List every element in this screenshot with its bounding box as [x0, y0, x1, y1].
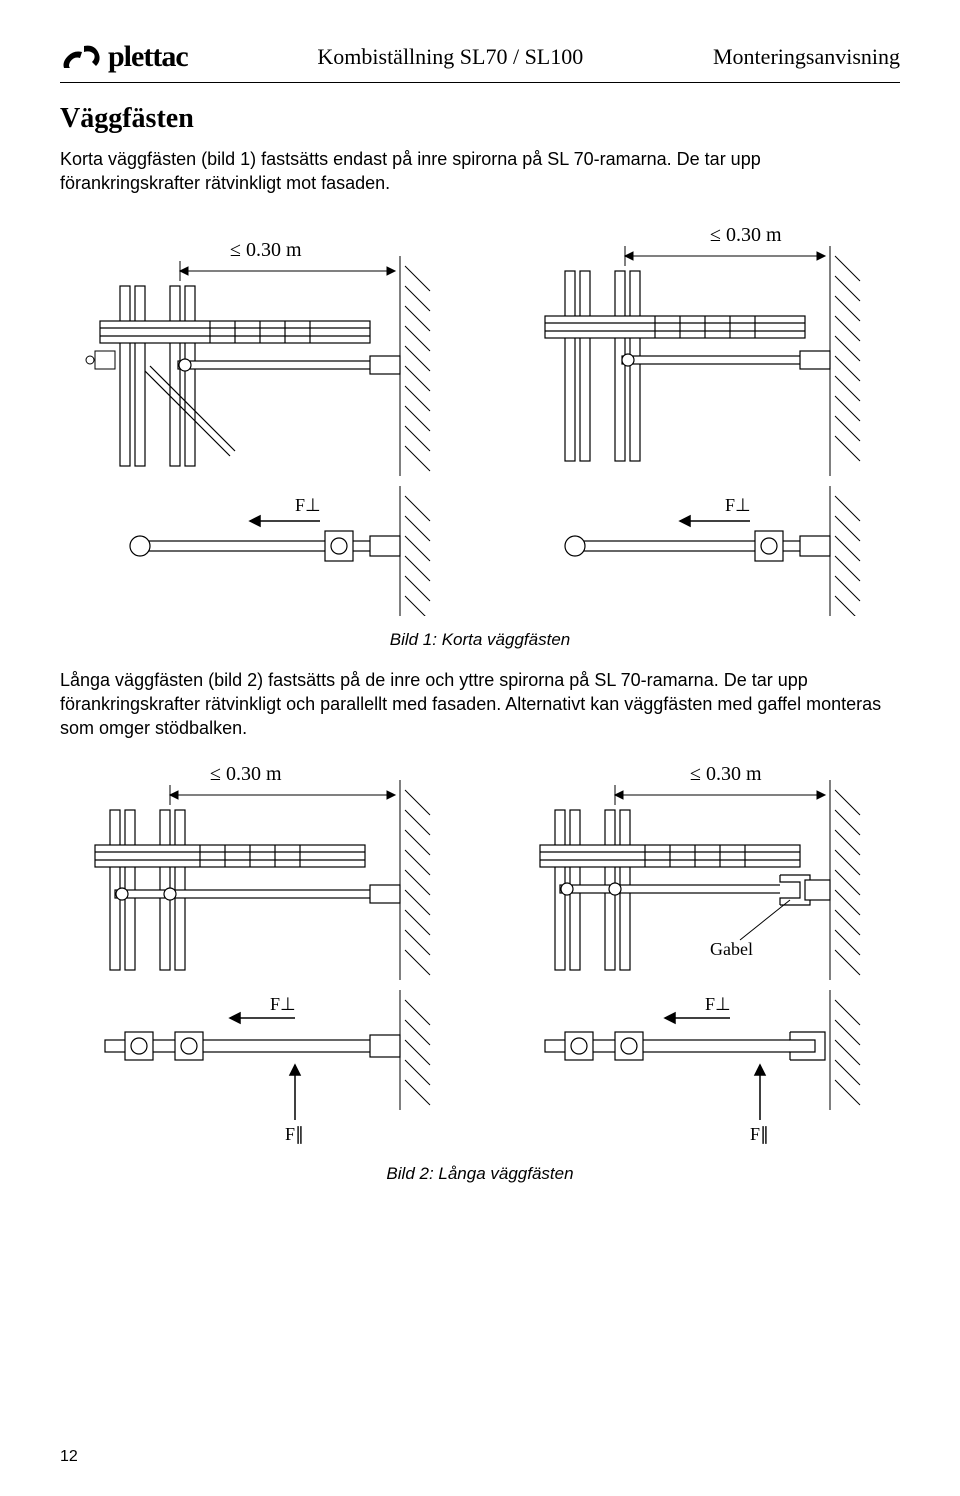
force-label: F⊥ — [705, 994, 731, 1014]
figure1-force-left: F⊥ — [60, 486, 460, 616]
paragraph-2: Långa väggfästen (bild 2) fastsätts på d… — [60, 668, 900, 741]
caption-1: Bild 1: Korta väggfästen — [60, 630, 900, 650]
figure2-left: ≤ 0.30 m — [60, 760, 460, 980]
figure1-force-right: F⊥ — [500, 486, 900, 616]
diagram-2-force-right: F⊥ F∥ — [510, 990, 890, 1150]
figure2-force-right: F⊥ F∥ — [500, 990, 900, 1150]
figure1-right: ≤ 0.30 m — [500, 216, 900, 476]
figure1-bottom-row: F⊥ F⊥ — [60, 486, 900, 616]
diagram-1-top-right: ≤ 0.30 m — [510, 216, 890, 476]
header-title: Kombiställning SL70 / SL100 — [317, 44, 583, 70]
force-label: F⊥ — [725, 495, 751, 515]
caption-2: Bild 2: Långa väggfästen — [60, 1164, 900, 1184]
diagram-2-top-right: ≤ 0.30 m — [510, 760, 890, 980]
figure2-bottom-row: F⊥ F∥ — [60, 990, 900, 1150]
force-par-label: F∥ — [285, 1124, 304, 1144]
figure2-right: ≤ 0.30 m — [500, 760, 900, 980]
diagram-1-top-left: ≤ 0.30 m — [70, 216, 450, 476]
diagram-1-force-right: F⊥ — [510, 486, 890, 616]
force-par-label: F∥ — [750, 1124, 769, 1144]
dim-label: ≤ 0.30 m — [210, 763, 282, 785]
logo-icon — [60, 42, 102, 72]
figure2-force-left: F⊥ F∥ — [60, 990, 460, 1150]
logo-text: plettac — [108, 40, 188, 74]
figure1-top-row: ≤ 0.30 m — [60, 216, 900, 476]
force-label: F⊥ — [270, 994, 296, 1014]
figure2-top-row: ≤ 0.30 m — [60, 760, 900, 980]
paragraph-1: Korta väggfästen (bild 1) fastsätts enda… — [60, 147, 900, 196]
diagram-2-top-left: ≤ 0.30 m — [70, 760, 450, 980]
page-number: 12 — [60, 1448, 78, 1466]
dim-label: ≤ 0.30 m — [690, 763, 762, 785]
diagram-2-force-left: F⊥ F∥ — [70, 990, 450, 1150]
force-label: F⊥ — [295, 495, 321, 515]
header-subtitle: Monteringsanvisning — [713, 44, 900, 70]
logo: plettac — [60, 40, 188, 74]
diagram-1-force-left: F⊥ — [70, 486, 450, 616]
page-header: plettac Kombiställning SL70 / SL100 Mont… — [60, 40, 900, 83]
dim-label: ≤ 0.30 m — [230, 239, 302, 261]
figure1-left: ≤ 0.30 m — [60, 216, 460, 476]
section-title: Väggfästen — [60, 103, 900, 135]
gabel-label: Gabel — [710, 939, 753, 959]
dim-label: ≤ 0.30 m — [710, 224, 782, 246]
